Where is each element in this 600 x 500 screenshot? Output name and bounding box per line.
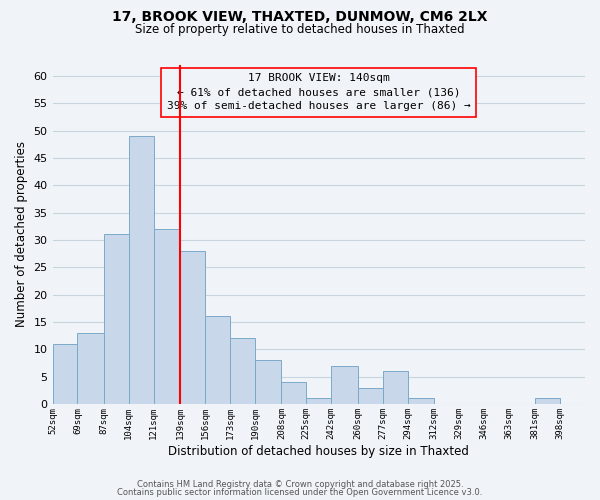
Text: Contains HM Land Registry data © Crown copyright and database right 2025.: Contains HM Land Registry data © Crown c… [137,480,463,489]
Bar [307,398,331,404]
Text: 17 BROOK VIEW: 140sqm
← 61% of detached houses are smaller (136)
39% of semi-det: 17 BROOK VIEW: 140sqm ← 61% of detached … [167,74,470,112]
Text: 17, BROOK VIEW, THAXTED, DUNMOW, CM6 2LX: 17, BROOK VIEW, THAXTED, DUNMOW, CM6 2LX [112,10,488,24]
Bar [205,316,230,404]
Bar [331,366,358,404]
Text: Contains public sector information licensed under the Open Government Licence v3: Contains public sector information licen… [118,488,482,497]
Bar [53,344,77,404]
Bar [230,338,255,404]
Bar [407,398,434,404]
Bar [358,388,383,404]
X-axis label: Distribution of detached houses by size in Thaxted: Distribution of detached houses by size … [169,444,469,458]
Bar [180,251,205,404]
Bar [255,360,281,404]
Y-axis label: Number of detached properties: Number of detached properties [15,142,28,328]
Bar [104,234,129,404]
Bar [383,371,407,404]
Text: Size of property relative to detached houses in Thaxted: Size of property relative to detached ho… [135,22,465,36]
Bar [77,333,104,404]
Bar [281,382,307,404]
Bar [154,229,180,404]
Bar [535,398,560,404]
Bar [129,136,154,404]
